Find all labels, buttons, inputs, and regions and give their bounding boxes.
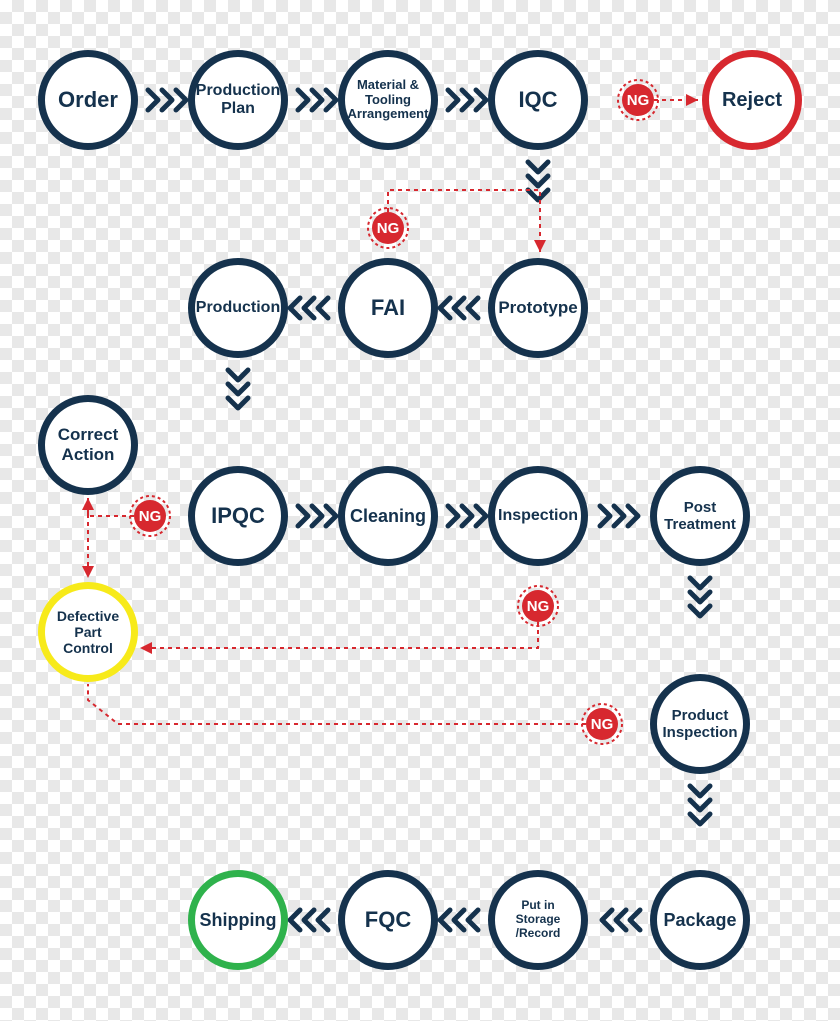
chevron-icon (304, 910, 314, 930)
chevron-icon (528, 190, 548, 200)
chevron-icon (690, 786, 710, 796)
chevron-icon (462, 506, 472, 526)
node-label: Order (54, 87, 122, 112)
ng-path (140, 622, 538, 648)
chevron-icon (690, 606, 710, 616)
ng-path (388, 190, 540, 252)
node-label: Prototype (494, 298, 581, 318)
node-label: Reject (718, 89, 786, 112)
chevron-icon (468, 298, 478, 318)
chevron-icon (298, 506, 308, 526)
chevron-icon (304, 298, 314, 318)
chevron-icon (440, 910, 450, 930)
ng-label: NG (377, 220, 400, 237)
ng-label: NG (627, 92, 650, 109)
chevron-icon (228, 370, 248, 380)
node-ipqc: IPQC (188, 466, 288, 566)
node-inspection: Inspection (488, 466, 588, 566)
chevron-icon (318, 910, 328, 930)
ng-ipqc: NG (134, 500, 166, 532)
chevron-icon (528, 162, 548, 172)
node-label: Production (192, 299, 284, 317)
chevron-icon (290, 910, 300, 930)
node-label: FAI (367, 295, 409, 320)
node-label: Put in Storage /Record (495, 899, 581, 940)
node-iqc: IQC (488, 50, 588, 150)
node-package: Package (650, 870, 750, 970)
chevron-icon (616, 910, 626, 930)
node-correct: Correct Action (38, 395, 138, 495)
chevron-icon (462, 90, 472, 110)
chevron-icon (454, 298, 464, 318)
node-fai: FAI (338, 258, 438, 358)
node-label: Correct Action (54, 425, 122, 464)
node-prodinsp: Product Inspection (650, 674, 750, 774)
node-label: FQC (361, 907, 415, 932)
ng-iqc: NG (622, 84, 654, 116)
node-post: Post Treatment (650, 466, 750, 566)
ng-prodinsp: NG (586, 708, 618, 740)
node-label: Inspection (494, 507, 582, 525)
chevron-icon (630, 910, 640, 930)
chevron-icon (326, 506, 336, 526)
node-label: Product Inspection (658, 707, 741, 742)
node-cleaning: Cleaning (338, 466, 438, 566)
node-material: Material & Tooling Arrangement (338, 50, 438, 150)
chevron-icon (440, 298, 450, 318)
chevron-icon (162, 90, 172, 110)
chevron-icon (528, 176, 548, 186)
chevron-icon (476, 506, 486, 526)
node-reject: Reject (702, 50, 802, 150)
node-label: Cleaning (346, 506, 430, 527)
chevron-icon (448, 90, 458, 110)
node-order: Order (38, 50, 138, 150)
node-plan: Production Plan (188, 50, 288, 150)
node-label: Defective Part Control (53, 608, 123, 656)
node-defective: Defective Part Control (38, 582, 138, 682)
chevron-icon (614, 506, 624, 526)
ng-label: NG (527, 598, 550, 615)
chevron-icon (312, 506, 322, 526)
chevron-icon (290, 298, 300, 318)
node-label: IPQC (207, 503, 269, 528)
chevron-icon (628, 506, 638, 526)
node-prototype: Prototype (488, 258, 588, 358)
node-label: Post Treatment (660, 499, 740, 534)
chevron-icon (602, 910, 612, 930)
chevron-icon (690, 800, 710, 810)
chevron-icon (148, 90, 158, 110)
ng-path (88, 498, 134, 516)
node-label: Shipping (196, 910, 281, 931)
node-label: Package (659, 910, 740, 931)
chevron-icon (318, 298, 328, 318)
chevron-icon (228, 384, 248, 394)
chevron-icon (454, 910, 464, 930)
chevron-icon (298, 90, 308, 110)
chevron-icon (690, 814, 710, 824)
node-label: Material & Tooling Arrangement (344, 78, 433, 123)
node-fqc: FQC (338, 870, 438, 970)
chevron-icon (312, 90, 322, 110)
chevron-icon (690, 592, 710, 602)
ng-path (88, 684, 586, 724)
node-shipping: Shipping (188, 870, 288, 970)
node-label: Production Plan (192, 82, 284, 119)
ng-label: NG (591, 716, 614, 733)
ng-fai: NG (372, 212, 404, 244)
node-production: Production (188, 258, 288, 358)
ng-inspection: NG (522, 590, 554, 622)
node-label: IQC (514, 87, 561, 112)
chevron-icon (176, 90, 186, 110)
chevron-icon (448, 506, 458, 526)
chevron-icon (690, 578, 710, 588)
chevron-icon (476, 90, 486, 110)
ng-label: NG (139, 508, 162, 525)
node-storage: Put in Storage /Record (488, 870, 588, 970)
chevron-icon (600, 506, 610, 526)
chevron-icon (228, 398, 248, 408)
chevron-icon (326, 90, 336, 110)
chevron-icon (468, 910, 478, 930)
